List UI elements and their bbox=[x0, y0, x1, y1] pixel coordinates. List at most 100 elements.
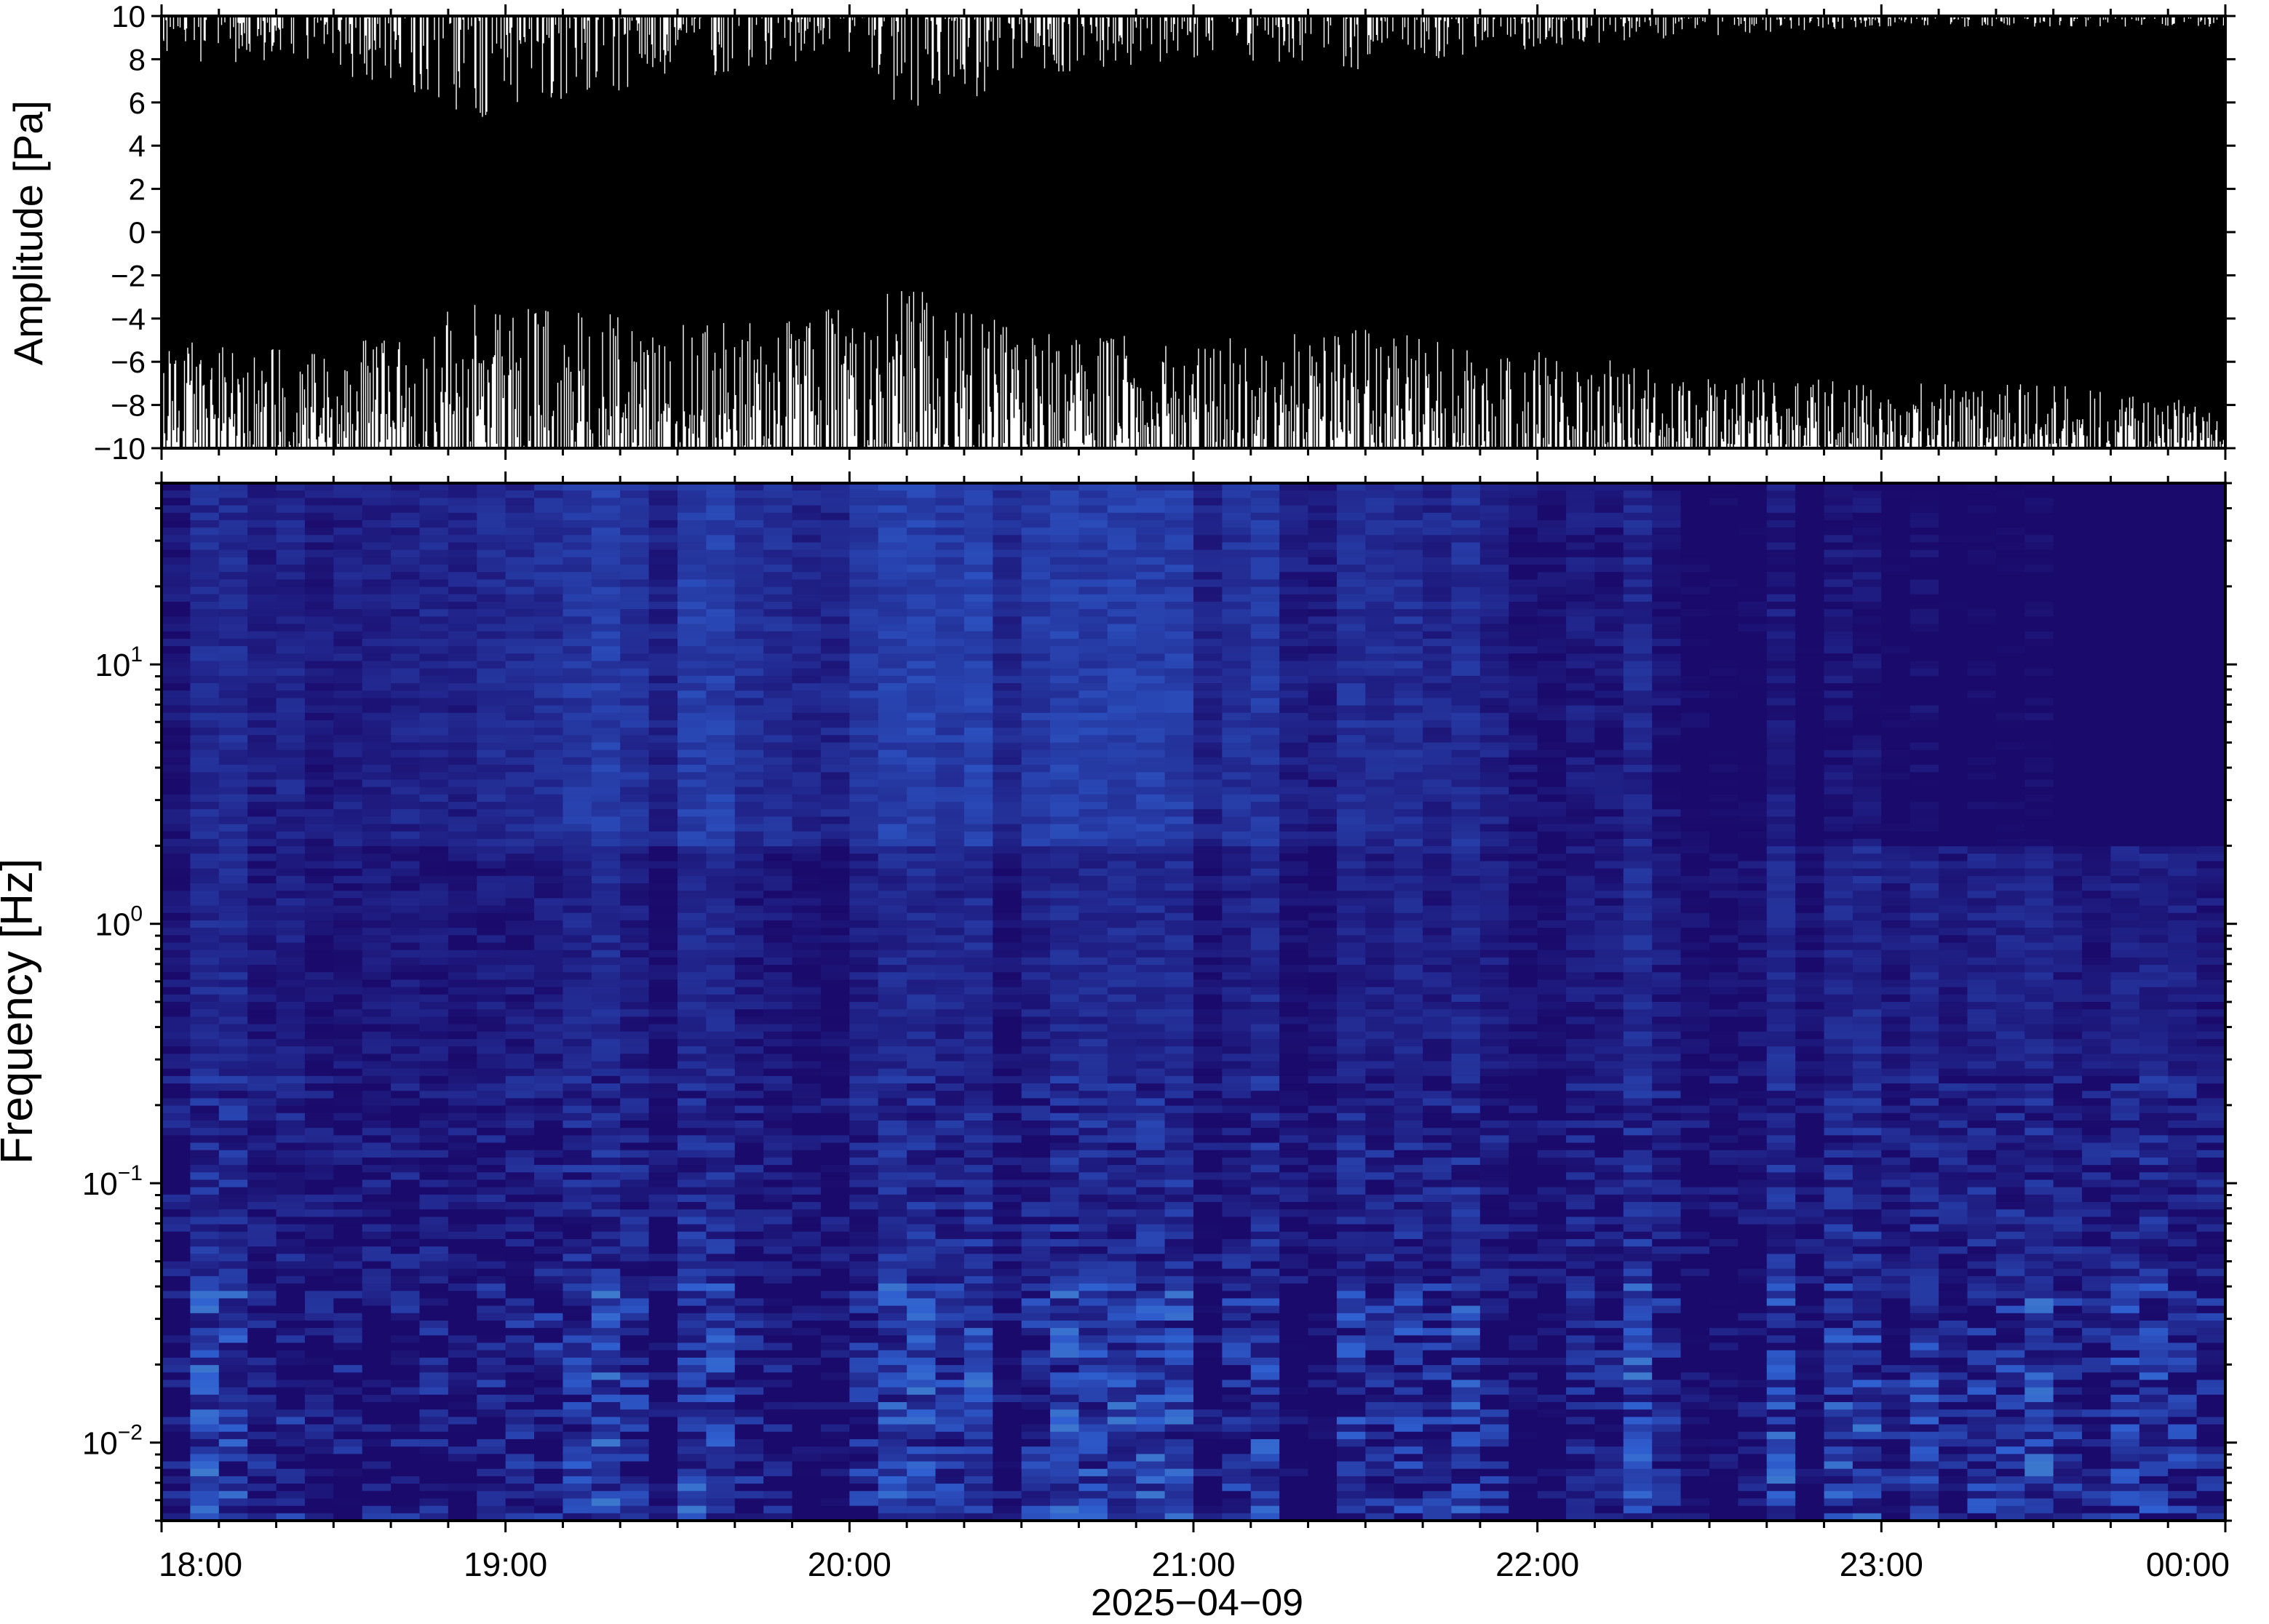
spectrogram-cell bbox=[362, 875, 392, 884]
spectrogram-cell bbox=[448, 498, 478, 506]
spectrogram-cell bbox=[820, 683, 851, 691]
spectrogram-cell bbox=[391, 898, 421, 907]
spectrogram-cell bbox=[304, 942, 335, 951]
spectrogram-cell bbox=[190, 557, 220, 565]
spectrogram-cell bbox=[792, 831, 822, 840]
spectrogram-cell bbox=[792, 757, 822, 765]
spectrogram-cell bbox=[276, 579, 306, 588]
spectrogram-cell bbox=[993, 1431, 1022, 1440]
spectrogram-cell bbox=[1078, 1342, 1108, 1351]
spectrogram-cell bbox=[849, 1231, 879, 1240]
spectrogram-cell bbox=[1107, 1016, 1137, 1025]
spectrogram-cell bbox=[505, 631, 535, 640]
spectrogram-cell bbox=[276, 1187, 306, 1195]
spectrogram-cell bbox=[1107, 794, 1137, 803]
spectrogram-cell bbox=[304, 631, 335, 640]
spectrogram-cell bbox=[190, 1105, 220, 1114]
spectrogram-cell bbox=[391, 801, 421, 810]
spectrogram-cell bbox=[1021, 846, 1051, 855]
spectrogram-cell bbox=[849, 1305, 879, 1314]
spectrogram-cell bbox=[1050, 498, 1080, 506]
spectrogram-cell bbox=[276, 1083, 306, 1092]
spectrogram-cell bbox=[648, 1320, 678, 1329]
spectrogram-cell bbox=[391, 683, 421, 691]
spectrogram-cell bbox=[1136, 816, 1166, 825]
spectrogram-cell bbox=[218, 957, 248, 966]
spectrogram-cell bbox=[190, 512, 220, 521]
spectrogram-cell bbox=[763, 1061, 793, 1070]
spectrogram-cell bbox=[534, 875, 564, 884]
spectrogram-cell bbox=[993, 609, 1022, 618]
spectrogram-cell bbox=[963, 1046, 994, 1055]
spectrogram-cell bbox=[792, 705, 822, 714]
spectrogram-cell bbox=[1107, 1476, 1137, 1484]
spectrogram-cell bbox=[591, 1098, 621, 1107]
spectrogram-cell bbox=[419, 1402, 449, 1411]
spectrogram-cell bbox=[907, 1283, 937, 1292]
spectrogram-cell bbox=[677, 831, 707, 840]
spectrogram-cell bbox=[1050, 1387, 1080, 1396]
spectrogram-cell bbox=[1078, 1068, 1108, 1077]
spectrogram-cell bbox=[362, 1002, 392, 1010]
spectrogram-cell bbox=[849, 920, 879, 928]
spectrogram-cell bbox=[162, 875, 191, 884]
spectrogram-cell bbox=[190, 1431, 220, 1440]
spectrogram-cell bbox=[534, 609, 564, 618]
spectrogram-cell bbox=[1021, 1075, 1051, 1084]
spectrogram-cell bbox=[907, 994, 937, 1003]
spectrogram-cell bbox=[448, 1380, 478, 1388]
spectrogram-cell bbox=[820, 1179, 851, 1188]
spectrogram-cell bbox=[820, 638, 851, 647]
spectrogram-cell bbox=[878, 1217, 907, 1225]
spectrogram-cell bbox=[1050, 1135, 1080, 1144]
spectrogram-cell bbox=[792, 801, 822, 810]
spectrogram-cell bbox=[391, 912, 421, 921]
spectrogram-cell bbox=[849, 1238, 879, 1247]
spectrogram-cell bbox=[304, 586, 335, 595]
spectrogram-cell bbox=[763, 912, 793, 921]
spectrogram-cell bbox=[190, 1157, 220, 1166]
spectrogram-cell bbox=[648, 1179, 678, 1188]
spectrogram-cell bbox=[247, 905, 277, 914]
spectrogram-cell bbox=[648, 1275, 678, 1284]
spectrogram-cell bbox=[333, 1231, 363, 1240]
spectrogram-cell bbox=[993, 565, 1022, 573]
spectrogram-cell bbox=[878, 846, 907, 855]
spectrogram-cell bbox=[218, 1476, 248, 1484]
spectrogram-cell bbox=[333, 1431, 363, 1440]
spectrogram-cell bbox=[935, 883, 965, 892]
spectrogram-cell bbox=[218, 528, 248, 536]
spectrogram-cell bbox=[1050, 920, 1080, 928]
spectrogram-cell bbox=[218, 1484, 248, 1492]
spectrogram-cell bbox=[591, 1231, 621, 1240]
spectrogram-cell bbox=[190, 728, 220, 736]
spectrogram-cell bbox=[448, 675, 478, 684]
spectrogram-cell bbox=[563, 542, 592, 551]
spectrogram-cell bbox=[993, 1505, 1022, 1514]
spectrogram-cell bbox=[247, 1217, 277, 1225]
spectrogram-cell bbox=[477, 1491, 506, 1500]
spectrogram-cell bbox=[878, 1431, 907, 1440]
spectrogram-cell bbox=[563, 957, 592, 966]
spectrogram-cell bbox=[1136, 542, 1166, 551]
spectrogram-cell bbox=[993, 512, 1022, 521]
spectrogram-cell bbox=[1021, 1313, 1051, 1321]
spectrogram-cell bbox=[763, 1120, 793, 1129]
spectrogram-cell bbox=[419, 1476, 449, 1484]
spectrogram-cell bbox=[362, 690, 392, 699]
spectrogram-cell bbox=[763, 675, 793, 684]
spectrogram-cell bbox=[706, 883, 736, 892]
spectrogram-cell bbox=[1078, 712, 1108, 721]
spectrogram-cell bbox=[419, 683, 449, 691]
spectrogram-cell bbox=[1078, 675, 1108, 684]
spectrogram-cell bbox=[763, 1275, 793, 1284]
spectrogram-cell bbox=[218, 661, 248, 669]
spectrogram-cell bbox=[792, 1409, 822, 1418]
spectrogram-cell bbox=[792, 653, 822, 662]
spectrogram-cell bbox=[333, 1179, 363, 1188]
spectrogram-cell bbox=[505, 1187, 535, 1195]
spectrogram-cell bbox=[734, 824, 764, 832]
spectrogram-cell bbox=[677, 528, 707, 536]
spectrogram-cell bbox=[763, 572, 793, 581]
spectrogram-cell bbox=[534, 1068, 564, 1077]
